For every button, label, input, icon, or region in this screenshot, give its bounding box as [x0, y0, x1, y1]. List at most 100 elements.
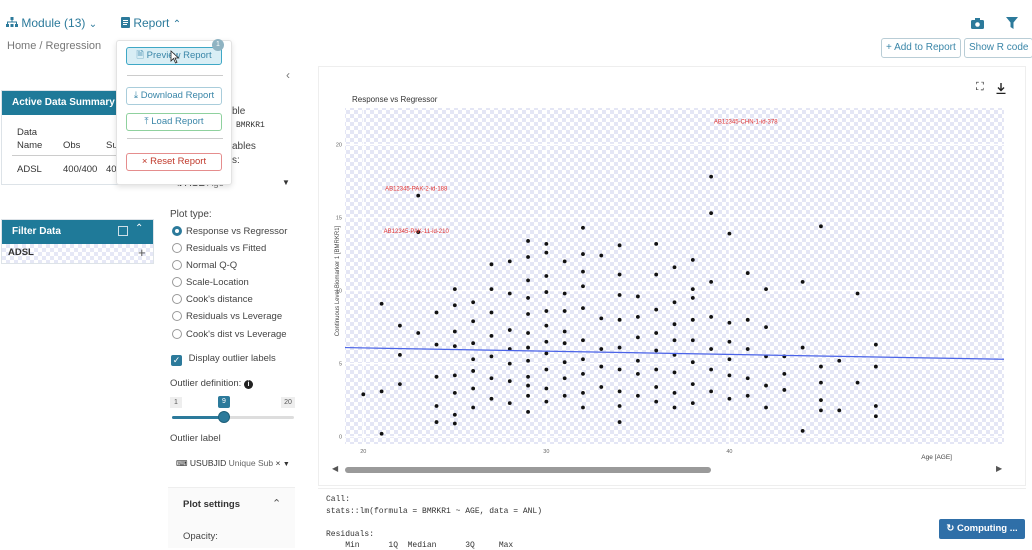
clear-icon[interactable]: ×	[275, 458, 281, 468]
data-point	[782, 371, 787, 376]
radio-dot	[172, 277, 182, 287]
radio-dot	[172, 243, 182, 253]
data-point	[544, 274, 549, 278]
data-point	[526, 374, 530, 379]
radio-residuals-vs-leverage[interactable]: Residuals vs Leverage	[172, 310, 282, 324]
data-point	[526, 358, 530, 363]
radio-dot	[172, 226, 182, 236]
data-point	[434, 420, 439, 424]
data-point	[800, 345, 805, 350]
select-caret-icon: ▼	[282, 178, 290, 187]
outlier-slider-track[interactable]	[172, 416, 294, 419]
filter-dataset-label: ADSL	[8, 247, 34, 258]
outlier-slider-fill	[172, 416, 225, 419]
radio-cooks-distance[interactable]: Cook's distance	[172, 293, 253, 307]
col-header-obs: Obs	[63, 140, 81, 151]
chevron-up-icon[interactable]: ⌃	[272, 498, 282, 510]
chevron-up-icon: ⌃	[172, 19, 182, 30]
preview-count-badge: 1	[212, 39, 224, 51]
show-r-code-button[interactable]: Show R code	[964, 38, 1032, 58]
data-point	[782, 388, 787, 392]
module-menu[interactable]: Module (13) ⌄	[6, 14, 97, 32]
filter-dataset-row[interactable]: ADSL +	[2, 244, 153, 263]
data-point	[581, 371, 585, 376]
radio-scale-location[interactable]: Scale-Location	[172, 276, 249, 290]
outlier-label-select[interactable]: ⌨ USUBJID Unique Sub × ▼	[176, 458, 294, 472]
radio-response-vs-regressor[interactable]: Response vs Regressor	[172, 225, 287, 239]
data-point	[800, 279, 805, 284]
data-point	[507, 401, 512, 405]
plot-settings-title[interactable]: Plot settings	[183, 499, 241, 510]
scroll-left-icon[interactable]: ◀	[332, 464, 339, 473]
data-point	[672, 370, 677, 375]
fullscreen-icon[interactable]: ⛶	[976, 81, 984, 93]
response-var-label-fragment: ble	[232, 106, 246, 117]
radio-dot	[172, 329, 182, 339]
radio-cooks-dist-vs-leverage[interactable]: Cook's dist vs Leverage	[172, 328, 287, 342]
data-point	[819, 224, 823, 229]
collapse-encodings-icon[interactable]: ‹	[286, 68, 290, 82]
data-point	[617, 345, 622, 350]
display-outlier-labels-checkbox[interactable]: ✓ Display outlier labels	[171, 353, 276, 366]
data-point	[526, 393, 530, 398]
data-point	[672, 300, 677, 305]
info-icon[interactable]: i	[243, 380, 253, 389]
plot-scrollbar[interactable]: ◀ ▶	[332, 464, 1004, 474]
data-point	[398, 382, 402, 387]
radio-residuals-vs-fitted[interactable]: Residuals vs Fitted	[172, 242, 266, 256]
data-point	[672, 390, 677, 395]
radio-normal-qq[interactable]: Normal Q-Q	[172, 259, 237, 273]
report-menu-toggle[interactable]: Report ⌃	[121, 14, 181, 32]
data-point	[452, 421, 457, 426]
data-point	[471, 341, 476, 346]
data-point	[654, 399, 659, 404]
data-point	[855, 380, 860, 385]
data-point	[581, 284, 585, 289]
data-point	[635, 335, 640, 340]
data-point	[599, 316, 604, 321]
data-point	[819, 364, 823, 369]
add-to-report-button[interactable]: + Add to Report	[881, 38, 961, 58]
data-point	[544, 367, 549, 372]
data-point	[599, 364, 604, 369]
data-point	[709, 367, 714, 372]
data-point	[452, 412, 457, 417]
load-report-button[interactable]: ⤒ Load Report	[126, 113, 222, 131]
data-point	[581, 338, 585, 343]
x-tick-label: 20	[360, 449, 366, 455]
download-icon[interactable]	[996, 81, 1006, 99]
data-point	[672, 322, 677, 327]
data-point	[654, 348, 659, 353]
y-tick-label: 0	[339, 435, 342, 441]
download-report-button[interactable]: ⤓ Download Report	[126, 87, 222, 105]
outlier-slider-handle[interactable]	[218, 411, 230, 423]
reset-report-button[interactable]: × Reset Report	[126, 153, 222, 171]
data-point	[416, 193, 421, 198]
scroll-right-icon[interactable]: ▶	[996, 464, 1003, 473]
camera-icon[interactable]	[971, 16, 984, 34]
scroll-thumb[interactable]	[345, 467, 711, 473]
data-point	[562, 329, 567, 334]
report-label: Report	[133, 16, 170, 30]
data-point	[709, 389, 714, 394]
filter-icon[interactable]	[1006, 16, 1018, 34]
response-var-value: BMRKR1	[236, 121, 265, 130]
data-point	[764, 325, 768, 330]
collapse-icon[interactable]: ⌃	[135, 223, 144, 234]
outlier-label: AB12345-PAK-11-id-210	[384, 229, 450, 235]
data-point	[690, 317, 695, 322]
chart-title: Response vs Regressor	[352, 95, 438, 104]
residual-headers: Min 1Q Median 3Q Max	[326, 541, 514, 550]
data-point	[489, 262, 494, 267]
data-point	[745, 271, 750, 275]
data-point	[727, 231, 732, 236]
data-point	[489, 287, 494, 292]
data-point	[416, 331, 421, 335]
data-point	[416, 230, 421, 235]
cursor-icon	[170, 50, 180, 69]
data-point	[452, 373, 457, 378]
add-filter-icon[interactable]	[118, 226, 128, 236]
data-point	[581, 357, 585, 362]
download-icon: ⤓	[133, 90, 139, 101]
plus-icon[interactable]: +	[138, 245, 146, 260]
